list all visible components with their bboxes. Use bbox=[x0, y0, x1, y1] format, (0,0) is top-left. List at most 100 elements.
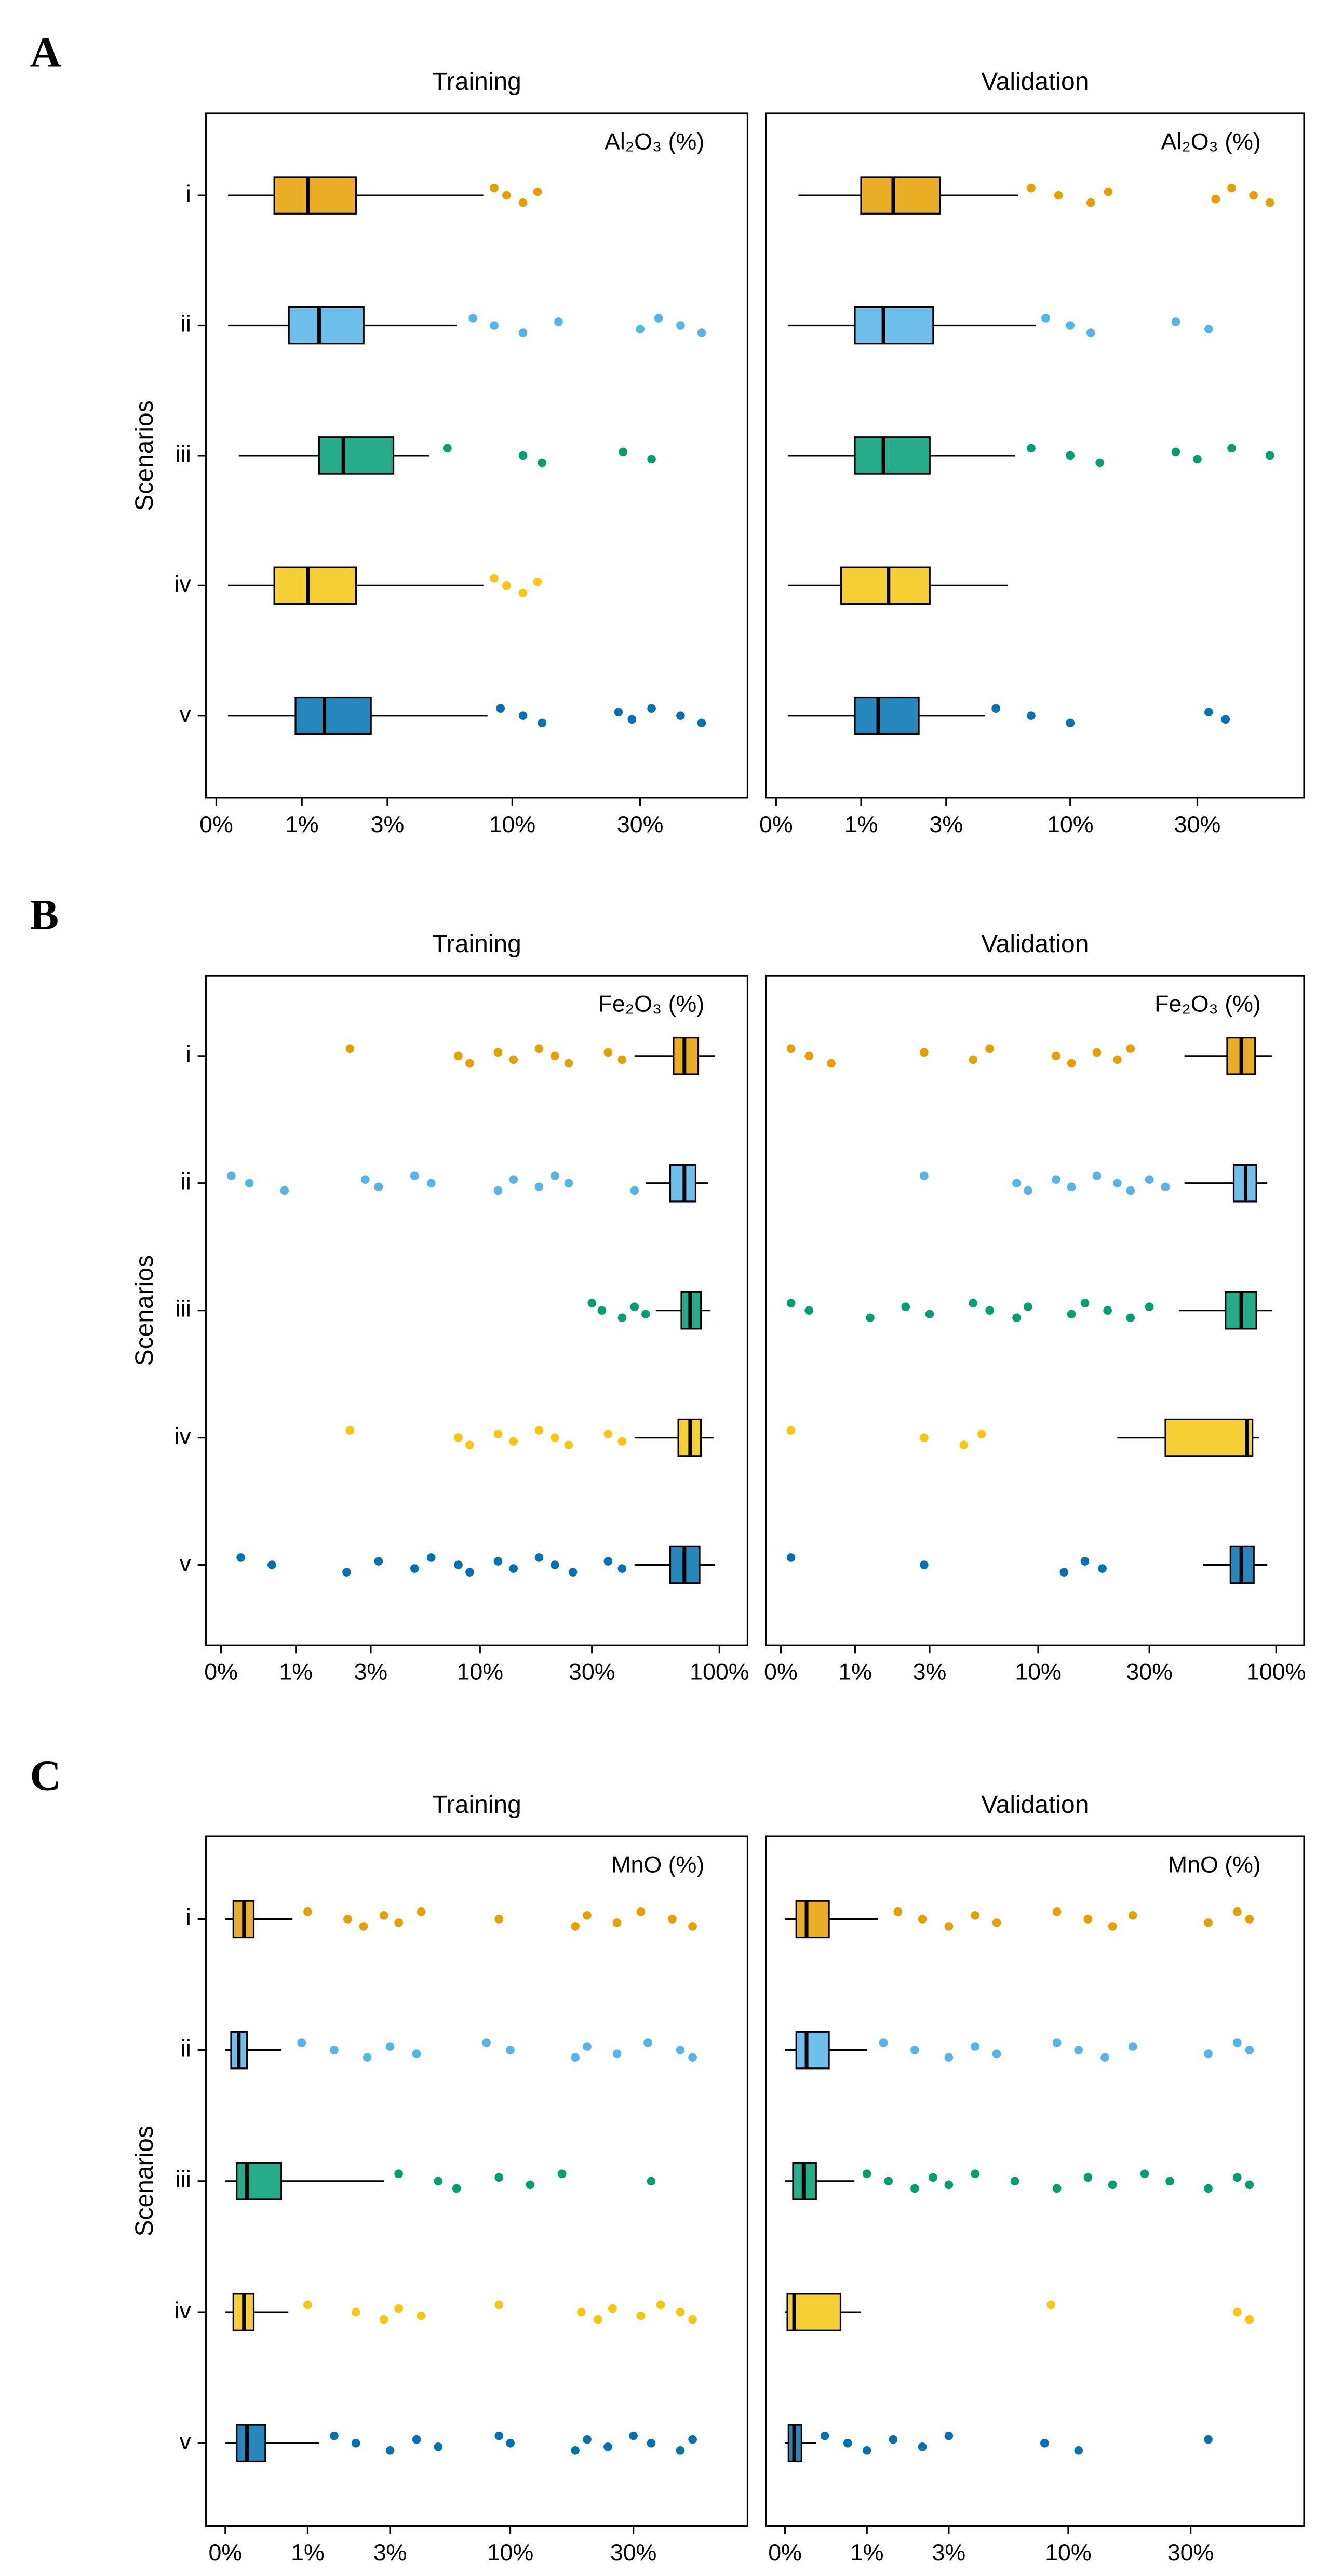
x-tick-label: 0% bbox=[204, 1659, 238, 1685]
x-tick-label: 1% bbox=[838, 1659, 872, 1685]
outlier-point bbox=[929, 2173, 937, 2182]
outlier-point bbox=[612, 2049, 622, 2058]
outlier-point bbox=[786, 1553, 796, 1562]
outlier-point bbox=[647, 704, 656, 713]
outlier-point bbox=[944, 2180, 954, 2190]
outlier-point bbox=[587, 1299, 597, 1307]
outlier-point bbox=[617, 1055, 627, 1064]
outlier-point bbox=[417, 1907, 426, 1916]
outlier-point bbox=[1126, 1186, 1135, 1195]
outlier-point bbox=[493, 1557, 503, 1566]
outlier-point bbox=[412, 2049, 421, 2058]
panel-frame bbox=[765, 1835, 1305, 2527]
outlier-point bbox=[1221, 715, 1230, 724]
outlier-point bbox=[804, 1051, 813, 1061]
outlier-point bbox=[920, 1048, 929, 1057]
outlier-point bbox=[454, 1560, 463, 1569]
annotation: MnO (%) bbox=[611, 1851, 704, 1877]
outlier-point bbox=[490, 321, 499, 330]
outlier-point bbox=[1265, 451, 1274, 460]
panel-frame bbox=[765, 112, 1305, 799]
outlier-point bbox=[1010, 2177, 1019, 2186]
outlier-point bbox=[843, 2438, 852, 2448]
outlier-point bbox=[1171, 317, 1180, 326]
outlier-point bbox=[1165, 2177, 1174, 2186]
outlier-point bbox=[627, 715, 637, 724]
outlier-point bbox=[1095, 458, 1105, 468]
outlier-point bbox=[1059, 1568, 1069, 1577]
panel-title: Training bbox=[432, 68, 521, 96]
outlier-point bbox=[1245, 2315, 1254, 2324]
outlier-point bbox=[1012, 1313, 1021, 1323]
annotation: Al₂O₃ (%) bbox=[1161, 128, 1261, 154]
outlier-point bbox=[1104, 187, 1113, 196]
outlier-point bbox=[676, 2446, 685, 2455]
outlier-point bbox=[1126, 1313, 1135, 1323]
outlier-point bbox=[526, 2180, 535, 2190]
outlier-point bbox=[971, 2042, 979, 2051]
outlier-point bbox=[676, 2307, 685, 2317]
x-tick-label: 3% bbox=[371, 811, 405, 837]
y-tick-label: iv bbox=[174, 1423, 192, 1449]
outlier-point bbox=[594, 2315, 602, 2324]
outlier-point bbox=[465, 1440, 474, 1450]
outlier-point bbox=[1108, 2180, 1117, 2190]
outlier-point bbox=[862, 2169, 871, 2179]
outlier-point bbox=[363, 2053, 372, 2062]
outlier-point bbox=[1171, 447, 1180, 457]
outlier-point bbox=[992, 2049, 1001, 2058]
y-axis-label: Scenarios bbox=[131, 2126, 158, 2236]
x-tick-label: 30% bbox=[569, 1659, 615, 1685]
outlier-point bbox=[920, 1560, 929, 1569]
outlier-point bbox=[920, 1433, 929, 1442]
outlier-point bbox=[426, 1179, 436, 1188]
y-tick-label: iii bbox=[176, 2167, 191, 2193]
outlier-point bbox=[1204, 2049, 1213, 2058]
outlier-point bbox=[603, 1048, 613, 1057]
outlier-point bbox=[490, 573, 499, 583]
outlier-point bbox=[1128, 1911, 1137, 1920]
x-tick-label: 0% bbox=[759, 811, 793, 837]
y-tick-label: i bbox=[186, 1042, 191, 1067]
outlier-point bbox=[614, 708, 623, 717]
outlier-point bbox=[889, 2435, 898, 2444]
outlier-point bbox=[1023, 1186, 1032, 1195]
panel-letter: C bbox=[30, 1751, 61, 1799]
outlier-point bbox=[1145, 1175, 1154, 1184]
outlier-point bbox=[603, 1430, 613, 1438]
x-tick-label: 1% bbox=[285, 811, 319, 837]
outlier-point bbox=[380, 2315, 388, 2324]
outlier-point bbox=[1245, 1915, 1254, 1924]
outlier-point bbox=[412, 2435, 421, 2444]
outlier-point bbox=[434, 2177, 443, 2186]
outlier-point bbox=[509, 1175, 518, 1184]
outlier-point bbox=[925, 1310, 934, 1319]
outlier-point bbox=[1245, 2046, 1254, 2054]
outlier-point bbox=[918, 1915, 927, 1924]
outlier-point bbox=[656, 2300, 665, 2310]
outlier-point bbox=[417, 2311, 426, 2320]
outlier-point bbox=[426, 1553, 436, 1562]
box bbox=[236, 2162, 282, 2200]
outlier-point bbox=[410, 1171, 419, 1180]
outlier-point bbox=[493, 1430, 503, 1438]
annotation: Al₂O₃ (%) bbox=[605, 128, 704, 154]
outlier-point bbox=[1108, 1922, 1117, 1931]
outlier-point bbox=[297, 2038, 306, 2047]
outlier-point bbox=[1052, 2184, 1062, 2193]
panel-title: Validation bbox=[981, 930, 1089, 958]
outlier-point bbox=[688, 1922, 697, 1931]
outlier-point bbox=[603, 1557, 613, 1566]
outlier-point bbox=[1074, 2446, 1083, 2455]
outlier-point bbox=[551, 1051, 559, 1061]
outlier-point bbox=[1233, 1907, 1242, 1916]
outlier-point bbox=[688, 2315, 697, 2324]
outlier-point bbox=[862, 2446, 871, 2455]
outlier-point bbox=[617, 1313, 627, 1323]
outlier-point bbox=[977, 1430, 986, 1438]
outlier-point bbox=[697, 718, 706, 728]
x-tick-label: 0% bbox=[768, 2540, 802, 2566]
box bbox=[860, 176, 941, 215]
outlier-point bbox=[245, 1179, 254, 1188]
outlier-point bbox=[227, 1171, 236, 1180]
